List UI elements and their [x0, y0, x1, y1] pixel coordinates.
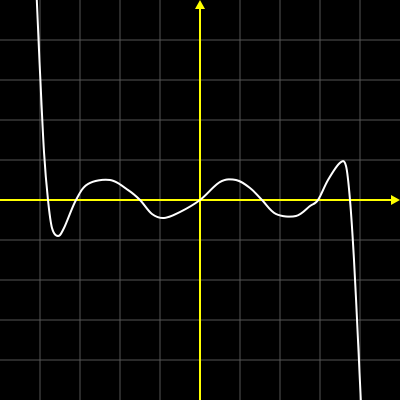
- function-curve: [35, 0, 362, 400]
- y-axis-arrow: [195, 0, 205, 9]
- curve-layer: [35, 0, 362, 400]
- x-axis-arrow: [391, 195, 400, 205]
